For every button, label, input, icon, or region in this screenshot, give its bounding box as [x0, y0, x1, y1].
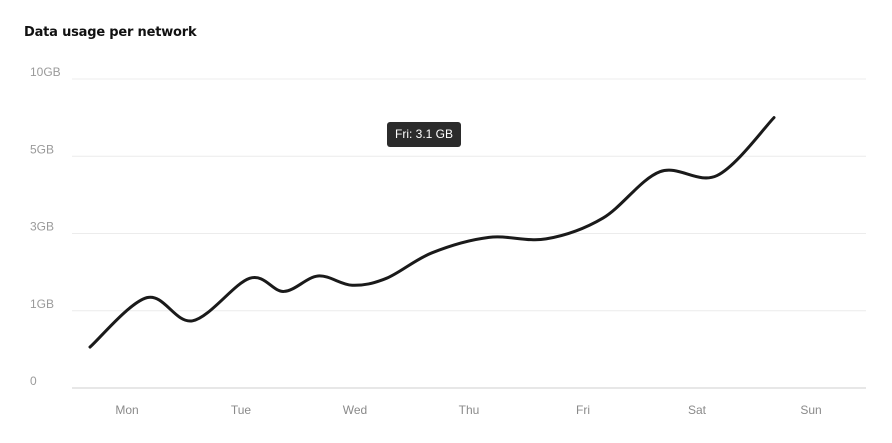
x-tick-label: Thu: [459, 403, 480, 417]
series-line[interactable]: [88, 116, 776, 349]
y-tick-label: 0: [30, 374, 37, 388]
x-tick-label: Mon: [115, 403, 138, 417]
grid-lines: [72, 78, 866, 389]
y-tick-label: 5GB: [30, 142, 54, 156]
x-tick-label: Tue: [231, 403, 252, 417]
y-axis-ticks: 0 1GB 3GB 5GB 10GB: [30, 65, 61, 388]
chart-title: Data usage per network: [24, 25, 197, 40]
tooltip: Fri: 3.1 GB: [387, 122, 462, 147]
y-tick-label: 1GB: [30, 297, 54, 311]
x-tick-label: Wed: [343, 403, 367, 417]
x-tick-label: Sun: [800, 403, 821, 417]
x-tick-label: Sat: [688, 403, 707, 417]
y-tick-label: 10GB: [30, 65, 61, 79]
x-axis-ticks: Mon Tue Wed Thu Fri Sat Sun: [115, 403, 821, 417]
y-tick-label: 3GB: [30, 220, 54, 234]
x-tick-label: Fri: [576, 403, 590, 417]
